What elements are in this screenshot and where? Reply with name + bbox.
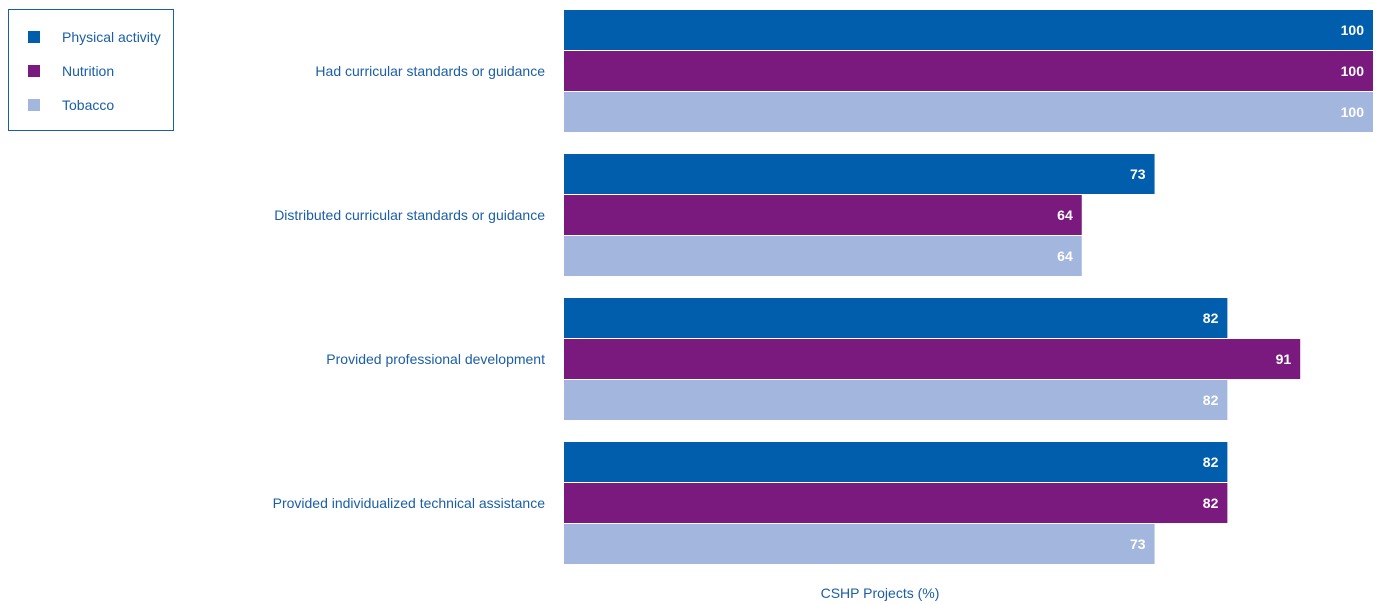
value-label-physical-activity-2: 73 [1130,166,1146,182]
legend-item-tobacco: Tobacco [28,95,114,115]
legend-swatch-nutrition [28,65,40,77]
value-label-tobacco-1: 100 [1341,104,1365,120]
bar-nutrition-4 [564,483,1228,523]
value-label-physical-activity-4: 82 [1203,454,1219,470]
bar-nutrition-1 [564,51,1373,91]
bar-tobacco-3 [564,380,1228,420]
value-label-tobacco-2: 64 [1057,248,1073,264]
legend-label-tobacco: Tobacco [62,97,115,113]
legend: Physical activity Nutrition Tobacco [8,9,174,131]
category-label-1: Had curricular standards or guidance [315,63,545,79]
legend-swatch-physical-activity [28,31,40,43]
value-label-nutrition-1: 100 [1341,63,1365,79]
value-label-nutrition-2: 64 [1057,207,1073,223]
legend-swatch-tobacco [28,99,40,111]
bar-tobacco-4 [564,524,1155,564]
bar-physical-activity-3 [564,298,1228,338]
value-label-physical-activity-1: 100 [1341,22,1365,38]
value-label-tobacco-3: 82 [1203,392,1219,408]
value-label-physical-activity-3: 82 [1203,310,1219,326]
bar-tobacco-1 [564,92,1373,132]
bar-nutrition-3 [564,339,1301,379]
bar-physical-activity-1 [564,10,1373,50]
value-label-nutrition-4: 82 [1203,495,1219,511]
legend-label-physical-activity: Physical activity [62,29,161,45]
legend-item-nutrition: Nutrition [28,61,114,81]
category-label-2: Distributed curricular standards or guid… [274,207,545,223]
category-label-4: Provided individualized technical assist… [273,495,546,511]
x-axis-label: CSHP Projects (%) [821,585,940,601]
value-label-tobacco-4: 73 [1130,536,1146,552]
bar-physical-activity-4 [564,442,1228,482]
category-label-3: Provided professional development [326,351,545,367]
legend-item-physical-activity: Physical activity [28,27,161,47]
value-label-nutrition-3: 91 [1276,351,1292,367]
bar-nutrition-2 [564,195,1082,235]
legend-label-nutrition: Nutrition [62,63,115,79]
bar-tobacco-2 [564,236,1082,276]
bar-physical-activity-2 [564,154,1155,194]
